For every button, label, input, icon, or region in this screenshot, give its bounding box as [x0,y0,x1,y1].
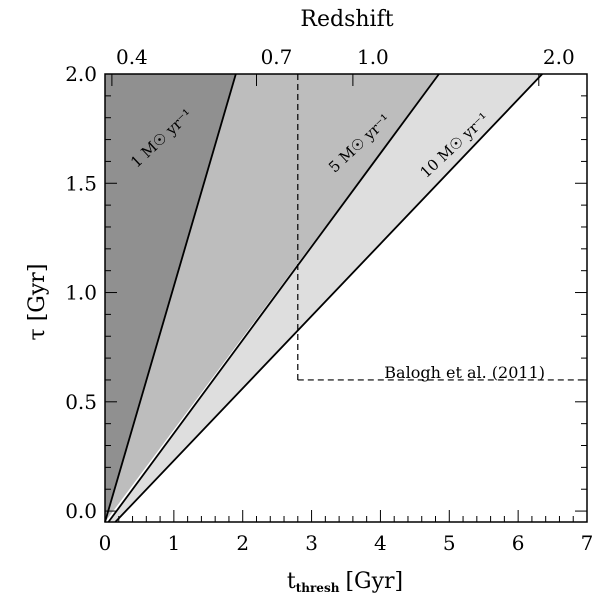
bottom-axis-ticks: 0 1 2 3 4 5 6 7 [99,510,594,555]
top-tick-label: 2.0 [543,45,575,69]
x-axis-title-unit: [Gyr] [345,569,403,594]
y-tick-label: 1.5 [65,171,97,195]
top-axis-ticks: 0.4 0.7 1.0 2.0 [111,45,575,86]
y-tick-label: 0.0 [65,499,97,523]
x-axis-title-main: t [287,569,296,594]
region-3 [108,74,543,522]
x-tick-label: 0 [99,531,112,555]
x-tick-label: 1 [167,531,180,555]
top-tick-label: 0.7 [261,45,293,69]
boundary-line-1 [104,73,237,523]
boundary-lines [104,73,543,523]
x-axis-title-subscript: thresh [296,581,340,595]
plot-frame [104,73,588,523]
x-tick-label: 6 [512,531,525,555]
top-tick-label: 1.0 [357,45,389,69]
boundary-line-2 [107,73,440,523]
boundary-line-3 [114,73,543,523]
reference-label: Balogh et al. (2011) [384,363,545,382]
reference-box [297,74,587,381]
top-tick-label: 0.4 [116,45,148,69]
y-tick-label: 1.0 [65,281,97,305]
x-tick-label: 5 [443,531,456,555]
x-axis-title: tthresh [Gyr] [287,569,403,595]
y-axis-title: τ [Gyr] [25,264,50,341]
top-axis-title: Redshift [300,7,393,32]
y-tick-label: 2.0 [65,62,97,86]
x-tick-label: 4 [374,531,387,555]
y-tick-label: 0.5 [65,390,97,414]
left-axis-ticks: 0.0 0.5 1.0 1.5 2.0 [65,62,587,523]
x-tick-label: 7 [581,531,594,555]
x-tick-label: 3 [305,531,318,555]
x-tick-label: 2 [236,531,249,555]
